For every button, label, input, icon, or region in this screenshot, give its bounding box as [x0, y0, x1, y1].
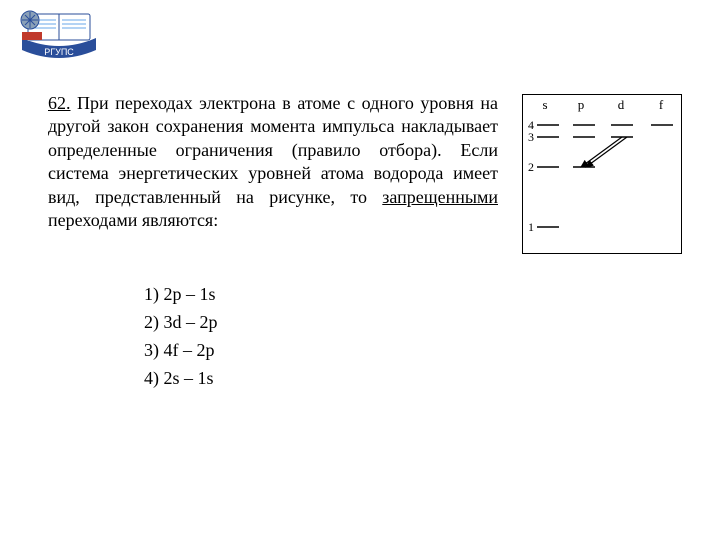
question-text: 62. При переходах электрона в атоме с од…	[48, 92, 498, 232]
energy-level-diagram: spdf4321	[522, 94, 682, 259]
answer-options: 1) 2p – 1s 2) 3d – 2p 3) 4f – 2p 4) 2s –…	[144, 281, 688, 393]
institution-logo: РГУПС	[18, 6, 100, 68]
option-2: 2) 3d – 2p	[144, 309, 688, 337]
svg-text:2: 2	[528, 160, 534, 174]
svg-text:1: 1	[528, 220, 534, 234]
option-3: 3) 4f – 2p	[144, 337, 688, 365]
question-body-c: переходами являются:	[48, 210, 218, 230]
svg-text:3: 3	[528, 130, 534, 144]
svg-text:s: s	[542, 97, 547, 112]
option-1: 1) 2p – 1s	[144, 281, 688, 309]
option-4: 4) 2s – 1s	[144, 365, 688, 393]
svg-text:f: f	[659, 97, 664, 112]
svg-text:РГУПС: РГУПС	[44, 47, 74, 57]
svg-text:d: d	[618, 97, 625, 112]
question-emphasis: запрещенными	[382, 187, 498, 207]
question-number: 62.	[48, 93, 71, 113]
svg-text:p: p	[578, 97, 585, 112]
